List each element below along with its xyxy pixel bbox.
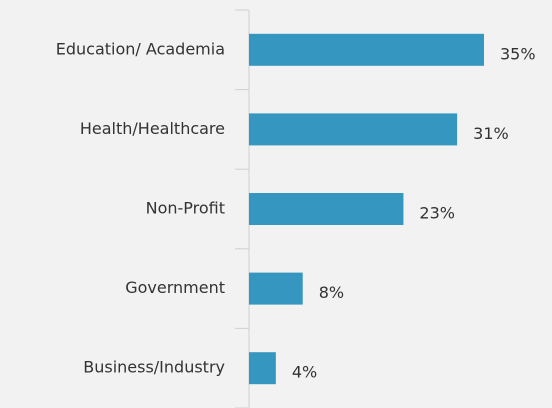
value-label: 23% (419, 204, 455, 223)
value-label: 8% (319, 283, 344, 302)
bar (249, 352, 276, 385)
value-label: 35% (500, 44, 536, 63)
value-label: 4% (292, 363, 317, 382)
category-label: Business/Industry (83, 358, 225, 377)
value-label: 31% (473, 124, 509, 143)
bar (249, 113, 458, 146)
category-label: Education/ Academia (56, 39, 225, 58)
category-label: Non-Profit (146, 199, 225, 218)
category-label: Government (125, 278, 225, 297)
category-label: Health/Healthcare (80, 119, 225, 138)
bar (249, 193, 404, 225)
bar (249, 33, 484, 66)
bar (249, 272, 303, 305)
